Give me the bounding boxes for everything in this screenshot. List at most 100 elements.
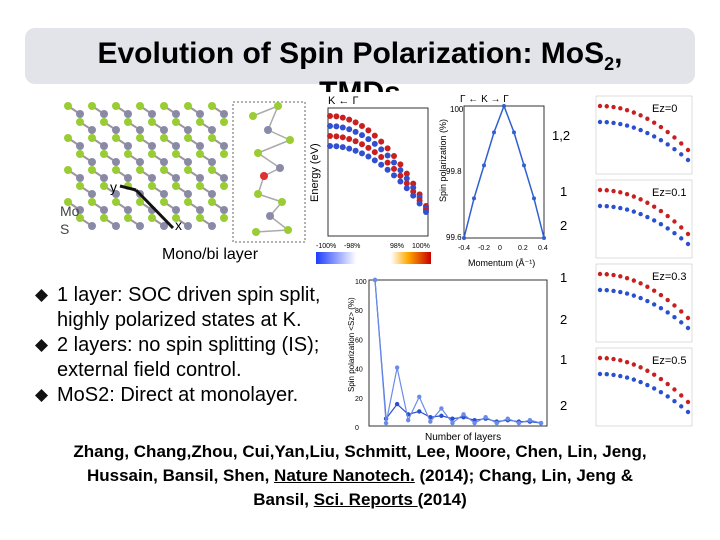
s-label: S (60, 221, 69, 237)
side-atom (254, 190, 262, 198)
band-point (327, 123, 333, 129)
ez-band-point (685, 157, 691, 163)
sz-tick-label: 60 (355, 337, 363, 344)
ez-band-point (631, 209, 637, 214)
ez-band-point (624, 275, 630, 281)
layers-point (450, 416, 455, 421)
band-curves (327, 113, 429, 215)
ez-band-point (672, 399, 677, 404)
sulfur-atom (64, 102, 72, 110)
ez-band-point (631, 110, 637, 115)
ez-band-point (624, 123, 630, 128)
sulfur-atom (76, 214, 84, 222)
ez-band-point (618, 274, 623, 279)
band-point (384, 159, 391, 166)
mo-atom (100, 174, 108, 182)
ez-band-point (611, 272, 616, 278)
ez-band-point (597, 187, 603, 193)
ez-band-point (679, 141, 684, 146)
band-point (339, 114, 346, 121)
ez-band-point (665, 142, 670, 147)
mo-atom (88, 222, 96, 230)
svg-text:-100%: -100% (316, 243, 336, 250)
mo-atom (172, 174, 180, 182)
ez-band-point (618, 289, 623, 295)
sulfur-atom (124, 150, 132, 158)
mo-atom (160, 222, 168, 230)
band-point (378, 146, 385, 153)
sp-tick-mid: 99.8 (446, 167, 462, 176)
band-index-label: 2 (560, 312, 567, 327)
sulfur-atom (112, 134, 120, 142)
sulfur-atom (76, 150, 84, 158)
ez-band-point (651, 204, 657, 209)
ez-band-point (604, 204, 609, 209)
mo-atom (172, 110, 180, 118)
ez-band-point (638, 295, 643, 301)
mo-atom (148, 174, 156, 182)
momentum-axis-label: Momentum (Å⁻¹) (468, 258, 535, 268)
sulfur-atom (64, 134, 72, 142)
ez-panel-frame (595, 347, 693, 427)
sulfur-atom (220, 214, 228, 222)
band-point (371, 132, 378, 139)
sp-point (532, 196, 536, 201)
ez-band-point (685, 325, 691, 331)
ez-band-point (679, 152, 684, 157)
side-bond (252, 105, 279, 117)
layers-point (516, 420, 522, 426)
side-atom (266, 212, 274, 220)
sp-point (542, 236, 546, 240)
ez-band-point (672, 231, 677, 236)
ez-band-point (597, 203, 603, 209)
ez-band-point (665, 129, 670, 135)
ez-band-point (645, 116, 650, 121)
ez-band-point (631, 293, 637, 298)
sp-point (522, 163, 526, 168)
spin-polarization-momentum-chart: Γ ← K → Γ Spin polarization (%) 100 99.8… (438, 92, 548, 270)
band-point (403, 175, 410, 182)
sp-point (512, 130, 516, 135)
layers-spin-chart: Spin polarization <Sz> (%) 100806040200 … (345, 272, 555, 444)
ez-band-point (658, 208, 664, 214)
mo-atom (100, 206, 108, 214)
mo-atom (148, 142, 156, 150)
ez-panel-frame (595, 95, 693, 175)
band-point (333, 113, 340, 120)
mo-atom (196, 110, 204, 118)
band-energy-figure: K ← Γ Energy (eV) -100% -98% 98% 100% (308, 92, 438, 270)
ez-band-point (658, 138, 664, 143)
ez-band-point (658, 124, 664, 130)
mo-atom (124, 174, 132, 182)
sulfur-atom (160, 102, 168, 110)
sulfur-atom (196, 182, 204, 190)
momentum-tick-label: 0.2 (518, 245, 528, 252)
band-point (403, 180, 410, 187)
slide-title: Evolution of Spin Polarization: MoS2, (97, 37, 623, 74)
ez-band-point (645, 382, 650, 388)
momentum-tick-label: -0.2 (478, 245, 490, 252)
layers-plot-frame (368, 279, 548, 427)
sulfur-atom (148, 118, 156, 126)
band-index-label: 1 (560, 270, 567, 285)
layers-series (372, 277, 544, 426)
title-banner (25, 28, 695, 84)
mo-atom (76, 110, 84, 118)
sulfur-atom (160, 198, 168, 206)
side-bond (267, 105, 279, 131)
ez-band-point (604, 104, 609, 109)
ez-band-point (651, 386, 657, 391)
mo-atom (160, 126, 168, 134)
ez-band-point (618, 106, 623, 111)
sz-tick-label: 80 (355, 308, 363, 315)
ez-band-point (624, 375, 630, 380)
sulfur-atom (88, 166, 96, 174)
band-point (397, 167, 404, 174)
sulfur-atom (220, 182, 228, 190)
mo-atom (172, 142, 180, 150)
momentum-tick-label: 0.4 (538, 245, 548, 252)
sz-tick-label: 20 (355, 396, 363, 403)
mo-atom (76, 206, 84, 214)
mo-atom (172, 206, 180, 214)
band-point (391, 172, 397, 179)
